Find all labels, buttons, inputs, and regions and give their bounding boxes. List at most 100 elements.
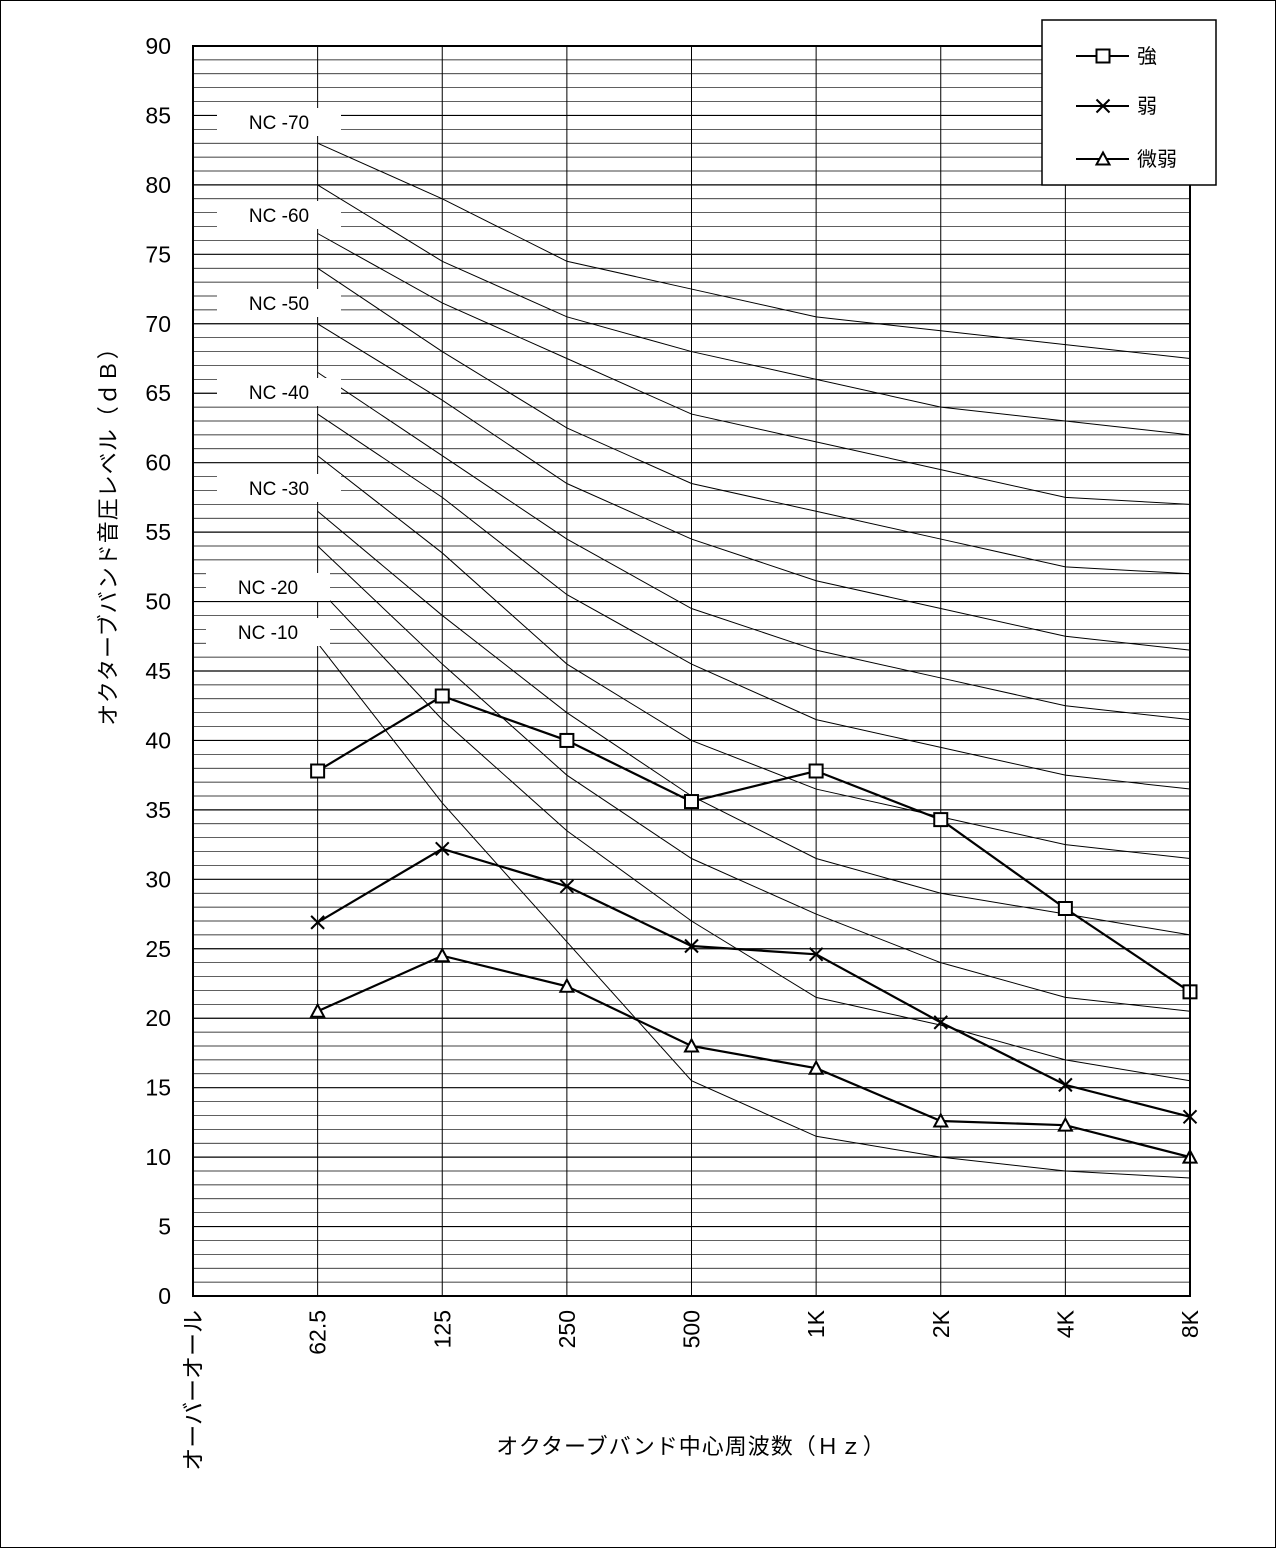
nc-curve <box>317 545 1191 1012</box>
y-tick-label: 55 <box>145 519 171 545</box>
data-point <box>683 1037 700 1053</box>
nc-label-bg <box>206 618 330 646</box>
nc-label-text: NC -10 <box>238 623 298 644</box>
data-series <box>309 688 1199 1164</box>
data-point-stroke <box>933 1015 948 1030</box>
nc-label-text: NC -70 <box>249 113 309 134</box>
y-tick-label: 10 <box>145 1144 171 1170</box>
nc-label-bg <box>217 289 341 317</box>
data-point <box>1095 48 1111 64</box>
data-point <box>310 915 325 930</box>
legend-item: 微弱 <box>1076 148 1177 171</box>
x-tick-label: 500 <box>679 1310 705 1348</box>
nc-label: NC -70 <box>217 108 341 136</box>
nc-curve <box>317 413 1191 790</box>
data-point <box>559 879 575 894</box>
nc-label-bg <box>217 378 341 406</box>
data-point-stroke <box>435 841 450 856</box>
y-tick-label: 5 <box>158 1214 171 1240</box>
data-point <box>933 812 949 828</box>
nc-curve <box>317 267 1191 575</box>
y-tick-label: 40 <box>145 727 171 753</box>
nc-curve <box>317 587 1191 1082</box>
nc-label: NC -10 <box>206 618 330 646</box>
series-line <box>317 847 1191 1118</box>
legend-item: 弱 <box>1076 96 1157 118</box>
nc-curve <box>317 323 1191 651</box>
data-point <box>684 938 699 954</box>
nc-label-text: NC -20 <box>238 578 298 599</box>
nc-labels: NC -70 NC -60 NC -50 NC -40 NC -30 NC -20 NC -… <box>206 108 341 646</box>
data-point <box>807 1059 825 1075</box>
nc-label-bg <box>217 201 341 229</box>
y-tick-label: 80 <box>145 172 171 198</box>
y-tick-label: 0 <box>158 1283 171 1309</box>
nc-curve <box>317 142 1191 359</box>
nc-label: NC -60 <box>217 201 341 229</box>
data-point <box>309 1002 326 1018</box>
data-point-stroke <box>684 938 699 954</box>
nc-label-text: NC -50 <box>249 294 309 315</box>
nc-label-bg <box>206 573 330 601</box>
y-tick-label: 70 <box>145 311 171 337</box>
legend-item: 強 <box>1076 45 1157 68</box>
series-x <box>310 841 1198 1125</box>
nc-label-text: NC -40 <box>249 383 309 404</box>
y-tick-label: 60 <box>145 450 171 476</box>
y-tick-label: 75 <box>145 241 171 267</box>
y-axis-label: オクターブバンド音圧レベル（ｄＢ） <box>96 336 121 725</box>
nc-label: NC -50 <box>217 289 341 317</box>
nc-curve <box>317 642 1191 1179</box>
y-tick-label: 30 <box>145 866 171 892</box>
nc-curve <box>317 510 1191 936</box>
y-tick-label: 85 <box>145 102 171 128</box>
y-tick-label: 35 <box>145 797 171 823</box>
data-point <box>1095 98 1111 114</box>
data-point <box>559 732 575 748</box>
x-tick-label: 62.5 <box>305 1310 331 1355</box>
series-triangle <box>309 947 1199 1164</box>
x-tick-labels: オーバーオール 62.5 125 250 500 1K 2K 4K 8K <box>180 1309 1203 1470</box>
nc-label-text: NC -60 <box>249 206 309 227</box>
x-tick-label: 4K <box>1052 1309 1078 1338</box>
series-line <box>317 954 1191 1159</box>
data-point <box>1058 1077 1073 1093</box>
nc-label-bg <box>217 474 341 502</box>
nc-curve <box>317 371 1191 721</box>
nc-label-text: NC -30 <box>249 479 309 500</box>
legend-box <box>1041 19 1217 186</box>
nc-curve <box>317 233 1191 505</box>
x-tick-label: 125 <box>429 1310 455 1348</box>
x-tick-label: 250 <box>554 1310 580 1348</box>
y-tick-labels: 0 5 10 15 20 25 30 35 40 45 50 55 60 65 70 75 80 85 90 <box>145 33 171 1309</box>
legend-label: 強 <box>1137 45 1157 68</box>
data-point <box>1057 1116 1074 1132</box>
data-point <box>310 763 326 779</box>
series-square <box>310 688 1198 1000</box>
nc-curve <box>317 455 1191 859</box>
y-tick-label: 15 <box>145 1075 171 1101</box>
data-point <box>1057 901 1073 916</box>
x-tick-label: 2K <box>928 1309 954 1338</box>
data-point-stroke <box>1058 1077 1073 1093</box>
grid <box>193 46 1190 1296</box>
y-tick-label: 50 <box>145 589 171 615</box>
data-point <box>1094 150 1112 166</box>
x-tick-label: 1K <box>803 1309 829 1338</box>
x-axis-label: オクターブバンド中心周波数（Ｈｚ） <box>496 1434 885 1459</box>
data-point <box>558 977 576 993</box>
data-point <box>434 947 451 963</box>
data-point <box>434 688 450 704</box>
data-point <box>808 947 824 962</box>
data-point <box>932 1112 949 1128</box>
data-point <box>933 1015 948 1030</box>
y-tick-label: 90 <box>145 33 171 59</box>
x-tick-label: 8K <box>1177 1309 1203 1338</box>
y-tick-label: 20 <box>145 1005 171 1031</box>
data-point-stroke <box>1095 98 1111 114</box>
data-point <box>808 763 824 779</box>
y-tick-label: 25 <box>145 936 171 962</box>
legend-label: 弱 <box>1137 96 1157 118</box>
